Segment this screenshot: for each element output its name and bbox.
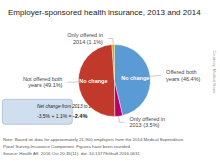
svg-text:Not offered both: Not offered both (23, 76, 62, 82)
svg-text:Employer-sponsored health insu: Employer-sponsored health insurance, 201… (8, 8, 201, 17)
svg-text:Net change from 2013 to 2014: Net change from 2013 to 2014 (37, 104, 100, 109)
svg-text:years (46.4%): years (46.4%) (166, 76, 200, 82)
svg-text:-2.4%: -2.4% (73, 113, 88, 119)
svg-text:2014 (1.1%): 2014 (1.1%) (73, 39, 103, 45)
svg-text:-3.5% + 1.1% =: -3.5% + 1.1% = (37, 113, 73, 119)
svg-text:Courtesy: Medical News: Courtesy: Medical News (212, 50, 217, 93)
svg-text:Panel Survey-Insurance Compone: Panel Survey-Insurance Component. Figure… (3, 144, 131, 149)
svg-text:Only offered in: Only offered in (129, 116, 165, 122)
svg-text:Only offered in: Only offered in (67, 32, 103, 38)
svg-text:Source: Health Aff. 2016 Oct 2: Source: Health Aff. 2016 Oct 20;35(11). … (3, 151, 140, 156)
svg-text:No change: No change (121, 75, 149, 81)
svg-text:2013 (3.5%): 2013 (3.5%) (129, 122, 159, 128)
svg-text:Note: Based on data for approx: Note: Based on data for approximately 21… (3, 137, 184, 142)
svg-text:years (49.1%): years (49.1%) (28, 82, 62, 88)
svg-text:Offered both: Offered both (166, 69, 196, 75)
svg-text:No change: No change (79, 78, 107, 84)
